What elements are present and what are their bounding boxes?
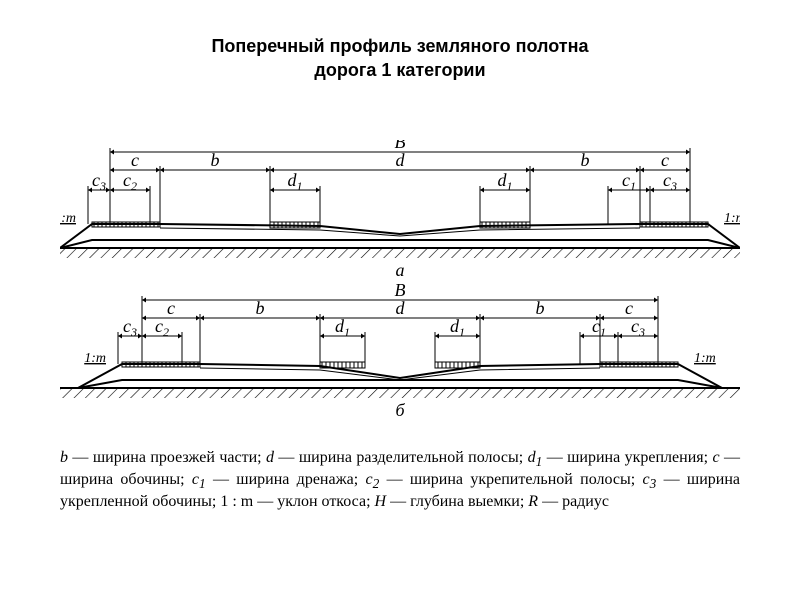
page-title: Поперечный профиль земляного полотна дор…: [0, 0, 800, 83]
svg-text:c: c: [131, 150, 139, 170]
svg-text:а: а: [396, 260, 405, 280]
diagram-area: 1:m1:mBcbdbcc3c2d1d1c1c3а1:m1:mBcbdbcc3c…: [60, 140, 740, 440]
svg-text:d: d: [396, 298, 406, 318]
legend: b — ширина проезжей части; d — ширина ра…: [60, 448, 740, 513]
svg-text:c: c: [167, 298, 175, 318]
svg-text:c2: c2: [123, 170, 137, 193]
svg-text:1:m: 1:m: [724, 211, 740, 226]
section-а: 1:m1:mBcbdbcc3c2d1d1c1c3а: [60, 140, 740, 280]
svg-text:b: b: [211, 150, 220, 170]
svg-text:c3: c3: [663, 170, 677, 193]
svg-text:1:m: 1:m: [60, 211, 76, 226]
svg-text:b: b: [581, 150, 590, 170]
svg-text:1:m: 1:m: [694, 351, 716, 366]
svg-text:b: b: [256, 298, 265, 318]
title-line2: дорога 1 категории: [314, 60, 485, 80]
svg-text:d1: d1: [498, 170, 513, 193]
svg-text:b: b: [536, 298, 545, 318]
title-line1: Поперечный профиль земляного полотна: [211, 36, 588, 56]
svg-text:d1: d1: [288, 170, 303, 193]
svg-text:c2: c2: [155, 316, 169, 339]
svg-text:б: б: [395, 400, 405, 420]
svg-text:c: c: [661, 150, 669, 170]
svg-text:c3: c3: [631, 316, 645, 339]
svg-text:c3: c3: [123, 316, 137, 339]
svg-text:c1: c1: [622, 170, 636, 193]
svg-text:B: B: [395, 280, 406, 300]
svg-text:c: c: [625, 298, 633, 318]
svg-text:d: d: [396, 150, 406, 170]
section-б: 1:m1:mBcbdbcc3c2d1d1c1c3б: [60, 280, 740, 420]
svg-text:d1: d1: [335, 316, 350, 339]
svg-text:c3: c3: [92, 170, 106, 193]
svg-text:d1: d1: [450, 316, 465, 339]
cross-section-svg: 1:m1:mBcbdbcc3c2d1d1c1c3а1:m1:mBcbdbcc3c…: [60, 140, 740, 440]
svg-text:1:m: 1:m: [84, 351, 106, 366]
